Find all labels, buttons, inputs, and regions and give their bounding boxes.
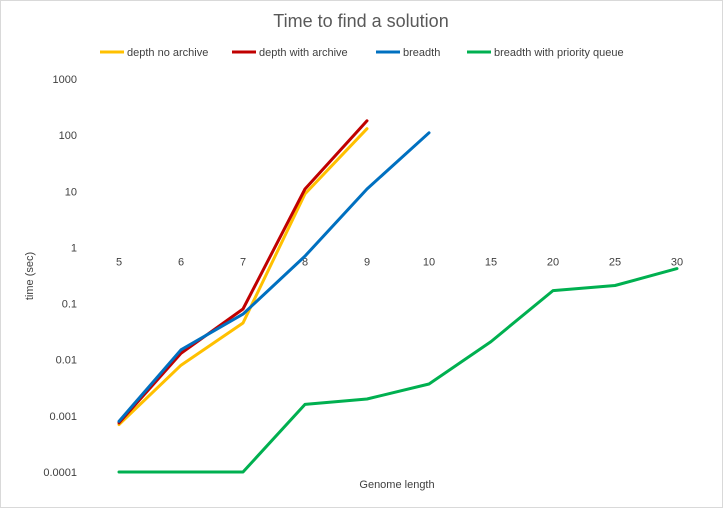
y-tick-label: 0.0001 xyxy=(43,467,77,479)
x-tick-label: 5 xyxy=(116,256,122,268)
x-tick-label: 25 xyxy=(609,256,621,268)
legend: depth no archive depth with archive breadt… xyxy=(100,47,624,59)
series-line-2 xyxy=(117,119,369,425)
x-tick-label: 6 xyxy=(178,256,184,268)
series-line-3 xyxy=(117,131,431,423)
x-axis-label: Genome length xyxy=(359,479,434,491)
x-tick-label: 20 xyxy=(547,256,559,268)
x-tick-label: 15 xyxy=(485,256,497,268)
series-line-4 xyxy=(117,267,679,474)
chart-title: Time to find a solution xyxy=(273,11,448,31)
series-line-1 xyxy=(117,127,369,427)
series-lines xyxy=(117,119,679,474)
legend-entry: depth with archive xyxy=(259,47,348,59)
x-axis-ticks: 5 6 7 8 9 10 15 20 25 30 xyxy=(116,256,683,268)
legend-entry: depth no archive xyxy=(127,47,208,59)
legend-entry: breadth with priority queue xyxy=(494,47,624,59)
y-tick-label: 100 xyxy=(59,130,77,142)
x-tick-label: 9 xyxy=(364,256,370,268)
y-axis-label: time (sec) xyxy=(24,252,36,300)
y-tick-label: 0.1 xyxy=(62,299,77,311)
y-tick-label: 0.01 xyxy=(56,355,77,367)
legend-entry: breadth xyxy=(403,47,440,59)
x-tick-label: 7 xyxy=(240,256,246,268)
y-tick-label: 0.001 xyxy=(49,411,77,423)
y-tick-label: 1000 xyxy=(53,74,77,86)
y-tick-label: 1 xyxy=(71,242,77,254)
x-tick-label: 10 xyxy=(423,256,435,268)
x-tick-label: 8 xyxy=(302,256,308,268)
y-axis-ticks: 0.0001 0.001 0.01 0.1 1 10 100 1000 xyxy=(43,74,77,479)
x-tick-label: 30 xyxy=(671,256,683,268)
y-tick-label: 10 xyxy=(65,186,77,198)
